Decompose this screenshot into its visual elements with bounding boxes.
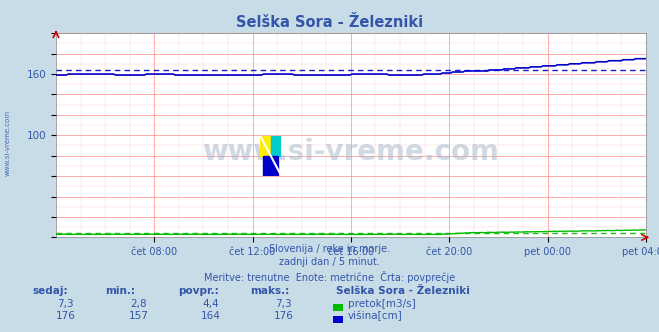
Text: pretok[m3/s]: pretok[m3/s] bbox=[348, 299, 416, 309]
Text: Selška Sora - Železniki: Selška Sora - Železniki bbox=[236, 15, 423, 30]
Bar bbox=[264, 156, 278, 176]
Text: 176: 176 bbox=[56, 311, 76, 321]
Text: 2,8: 2,8 bbox=[130, 299, 147, 309]
Text: 7,3: 7,3 bbox=[57, 299, 74, 309]
Bar bbox=[260, 136, 271, 156]
Text: 176: 176 bbox=[273, 311, 293, 321]
Text: zadnji dan / 5 minut.: zadnji dan / 5 minut. bbox=[279, 257, 380, 267]
Text: 4,4: 4,4 bbox=[202, 299, 219, 309]
Text: Slovenija / reke in morje.: Slovenija / reke in morje. bbox=[269, 244, 390, 254]
Text: 164: 164 bbox=[201, 311, 221, 321]
Text: www.si-vreme.com: www.si-vreme.com bbox=[202, 138, 500, 166]
Text: sedaj:: sedaj: bbox=[33, 286, 69, 296]
Text: www.si-vreme.com: www.si-vreme.com bbox=[5, 110, 11, 176]
Text: 157: 157 bbox=[129, 311, 148, 321]
Text: povpr.:: povpr.: bbox=[178, 286, 219, 296]
Text: višina[cm]: višina[cm] bbox=[348, 311, 403, 321]
Text: Selška Sora - Železniki: Selška Sora - Železniki bbox=[336, 286, 470, 296]
Bar bbox=[271, 136, 281, 156]
Text: 7,3: 7,3 bbox=[275, 299, 292, 309]
Text: maks.:: maks.: bbox=[250, 286, 290, 296]
Text: Meritve: trenutne  Enote: metrične  Črta: povprečje: Meritve: trenutne Enote: metrične Črta: … bbox=[204, 271, 455, 283]
Text: min.:: min.: bbox=[105, 286, 136, 296]
